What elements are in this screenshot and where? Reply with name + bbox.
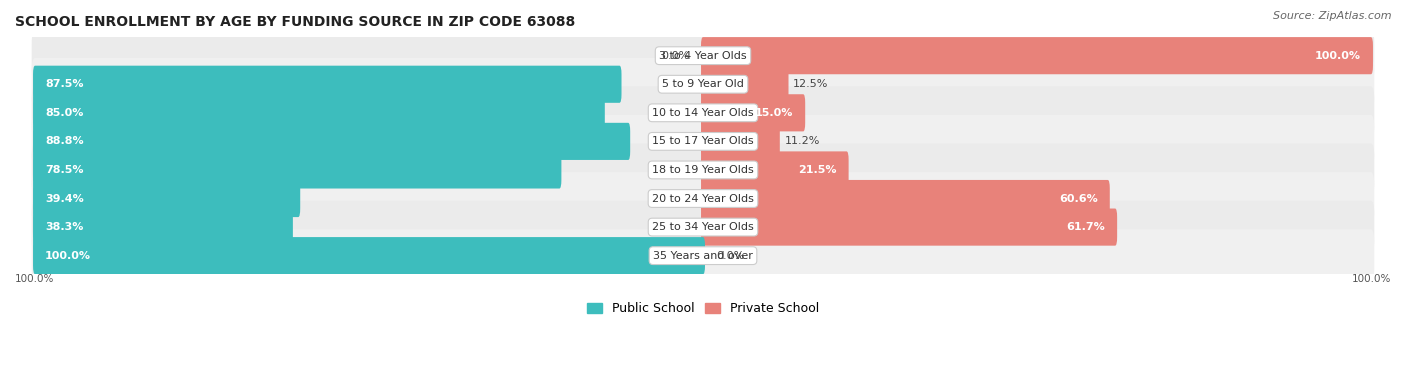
FancyBboxPatch shape bbox=[32, 144, 1374, 196]
FancyBboxPatch shape bbox=[32, 172, 1374, 225]
Text: 21.5%: 21.5% bbox=[799, 165, 837, 175]
FancyBboxPatch shape bbox=[702, 37, 1374, 74]
Text: 35 Years and over: 35 Years and over bbox=[652, 251, 754, 261]
Text: 10 to 14 Year Olds: 10 to 14 Year Olds bbox=[652, 108, 754, 118]
FancyBboxPatch shape bbox=[702, 152, 849, 188]
FancyBboxPatch shape bbox=[702, 180, 1109, 217]
FancyBboxPatch shape bbox=[32, 201, 1374, 253]
Text: 0.0%: 0.0% bbox=[717, 251, 745, 261]
Text: 25 to 34 Year Olds: 25 to 34 Year Olds bbox=[652, 222, 754, 232]
FancyBboxPatch shape bbox=[32, 229, 1374, 282]
FancyBboxPatch shape bbox=[702, 66, 789, 103]
Text: 18 to 19 Year Olds: 18 to 19 Year Olds bbox=[652, 165, 754, 175]
Text: 87.5%: 87.5% bbox=[45, 79, 83, 89]
Text: 15 to 17 Year Olds: 15 to 17 Year Olds bbox=[652, 136, 754, 146]
Text: 20 to 24 Year Olds: 20 to 24 Year Olds bbox=[652, 193, 754, 204]
FancyBboxPatch shape bbox=[32, 66, 621, 103]
Text: 100.0%: 100.0% bbox=[45, 251, 91, 261]
FancyBboxPatch shape bbox=[702, 208, 1118, 246]
Text: 11.2%: 11.2% bbox=[785, 136, 820, 146]
FancyBboxPatch shape bbox=[32, 58, 1374, 111]
FancyBboxPatch shape bbox=[32, 86, 1374, 139]
Text: 12.5%: 12.5% bbox=[793, 79, 828, 89]
Text: 100.0%: 100.0% bbox=[1351, 274, 1391, 284]
FancyBboxPatch shape bbox=[32, 237, 704, 274]
Text: 15.0%: 15.0% bbox=[755, 108, 793, 118]
Text: SCHOOL ENROLLMENT BY AGE BY FUNDING SOURCE IN ZIP CODE 63088: SCHOOL ENROLLMENT BY AGE BY FUNDING SOUR… bbox=[15, 15, 575, 29]
Text: 78.5%: 78.5% bbox=[45, 165, 83, 175]
FancyBboxPatch shape bbox=[702, 94, 806, 132]
Text: 5 to 9 Year Old: 5 to 9 Year Old bbox=[662, 79, 744, 89]
Text: Source: ZipAtlas.com: Source: ZipAtlas.com bbox=[1274, 11, 1392, 21]
FancyBboxPatch shape bbox=[32, 29, 1374, 82]
FancyBboxPatch shape bbox=[702, 123, 780, 160]
FancyBboxPatch shape bbox=[32, 123, 630, 160]
Text: 100.0%: 100.0% bbox=[15, 274, 55, 284]
FancyBboxPatch shape bbox=[32, 208, 292, 246]
FancyBboxPatch shape bbox=[32, 115, 1374, 168]
Text: 88.8%: 88.8% bbox=[45, 136, 84, 146]
Text: 3 to 4 Year Olds: 3 to 4 Year Olds bbox=[659, 51, 747, 61]
Legend: Public School, Private School: Public School, Private School bbox=[582, 297, 824, 320]
FancyBboxPatch shape bbox=[32, 180, 301, 217]
Text: 39.4%: 39.4% bbox=[45, 193, 84, 204]
Text: 100.0%: 100.0% bbox=[1315, 51, 1361, 61]
Text: 85.0%: 85.0% bbox=[45, 108, 83, 118]
Text: 38.3%: 38.3% bbox=[45, 222, 83, 232]
FancyBboxPatch shape bbox=[32, 152, 561, 188]
Text: 60.6%: 60.6% bbox=[1059, 193, 1098, 204]
Text: 0.0%: 0.0% bbox=[661, 51, 689, 61]
Text: 61.7%: 61.7% bbox=[1066, 222, 1105, 232]
FancyBboxPatch shape bbox=[32, 94, 605, 132]
